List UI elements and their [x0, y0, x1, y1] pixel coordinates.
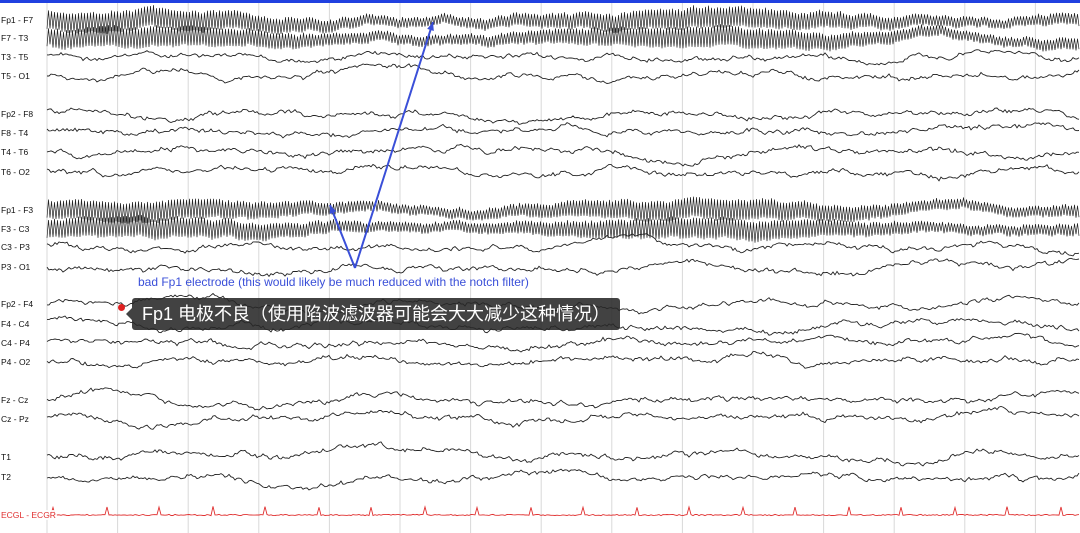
trace-c4-p4	[47, 333, 1079, 352]
channel-label: T3 - T5	[0, 52, 29, 62]
channel-label: Fz - Cz	[0, 395, 29, 405]
annotation-marker	[118, 304, 125, 311]
channel-label: F8 - T4	[0, 128, 29, 138]
trace-f3-c3	[47, 215, 1079, 243]
channel-label: F3 - C3	[0, 224, 30, 234]
eeg-traces	[0, 0, 1080, 533]
channel-label: T4 - T6	[0, 147, 29, 157]
trace-t6-o2	[47, 164, 1079, 180]
channel-label: F7 - T3	[0, 33, 29, 43]
trace-c3-p3	[47, 234, 1079, 256]
annotation-english: bad Fp1 electrode (this would likely be …	[138, 275, 529, 289]
trace-f8-t4	[47, 123, 1079, 138]
trace-p4-o2	[47, 352, 1079, 369]
channel-label: C4 - P4	[0, 338, 31, 348]
channel-label: T6 - O2	[0, 167, 31, 177]
channel-label: P3 - O1	[0, 262, 31, 272]
channel-label: Fp2 - F8	[0, 109, 34, 119]
channel-label: T5 - O1	[0, 71, 31, 81]
channel-label: Fp2 - F4	[0, 299, 34, 309]
channel-label: Cz - Pz	[0, 414, 30, 424]
trace-ecgl-ecgr	[47, 506, 1079, 515]
trace-t3-t5	[47, 50, 1079, 65]
channel-label: T1	[0, 452, 12, 462]
annotation-chinese-caption: Fp1 电极不良（使用陷波滤波器可能会大大减少这种情况）	[132, 298, 620, 330]
annotation-arrow	[330, 205, 355, 268]
channel-label: ECGL - ECGR	[0, 510, 57, 520]
channel-label: T2	[0, 472, 12, 482]
channel-label: F4 - C4	[0, 319, 30, 329]
trace-cz-pz	[47, 407, 1079, 430]
trace-f7-t3	[47, 24, 1079, 51]
channel-label: C3 - P3	[0, 242, 31, 252]
trace-t1	[47, 442, 1079, 466]
eeg-viewer: Fp1 - F7 F7 - T3 T3 - T5 T5 - O1 Fp2 - F8 F8 …	[0, 0, 1080, 533]
trace-fp2-f8	[47, 108, 1079, 124]
selection-bar	[0, 0, 1080, 3]
trace-p3-o1	[47, 258, 1079, 276]
channel-label: Fp1 - F3	[0, 205, 34, 215]
trace-t2	[47, 469, 1079, 490]
channel-label: P4 - O2	[0, 357, 31, 367]
trace-fz-cz	[47, 388, 1079, 410]
channel-label: Fp1 - F7	[0, 15, 34, 25]
trace-t5-o1	[47, 64, 1079, 84]
trace-t4-t6	[47, 144, 1079, 166]
